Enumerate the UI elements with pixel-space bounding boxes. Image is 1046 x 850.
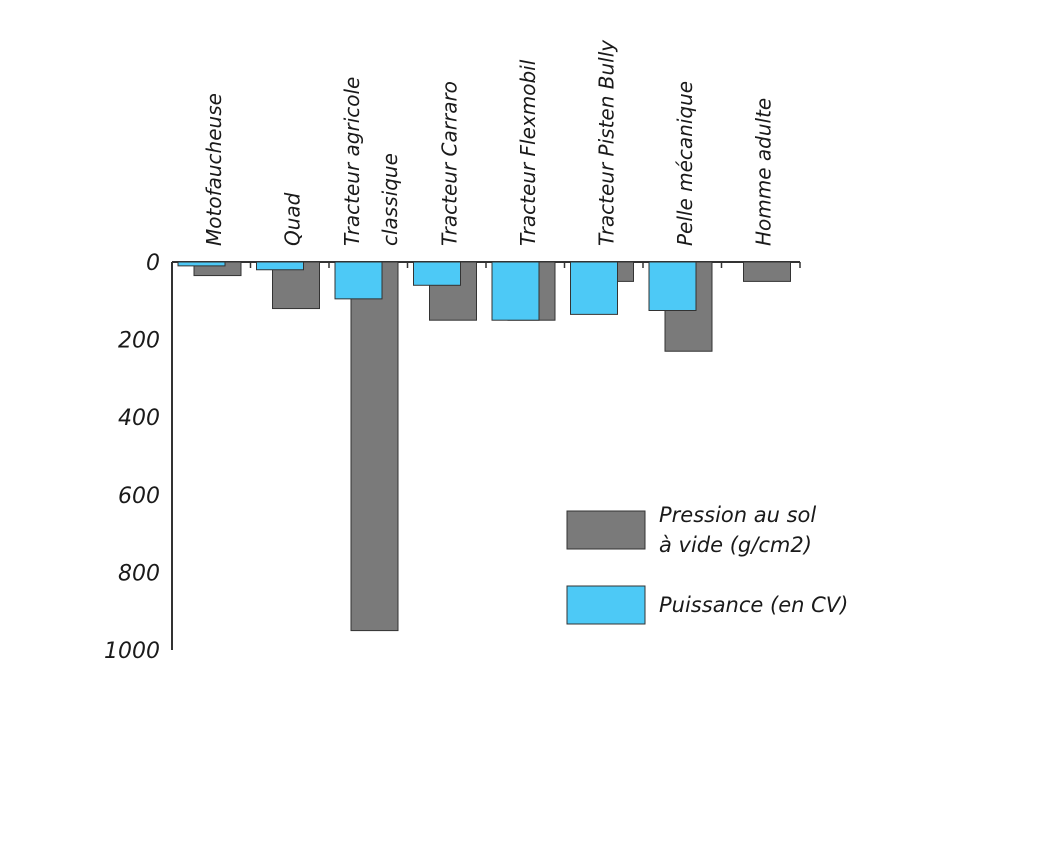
bar-pression — [350, 261, 399, 632]
bar-puissance — [413, 261, 461, 286]
category-labels: Motofaucheuse Quad Tracteur agricole classi… — [202, 39, 776, 246]
category-label-line: Motofaucheuse — [202, 93, 226, 246]
category-label-line: Tracteur Flexmobil — [516, 59, 540, 246]
category-label-line: Homme adulte — [752, 98, 776, 246]
category-label: Homme adulte — [752, 98, 776, 246]
category-label: Quad — [281, 192, 305, 246]
legend-swatch — [566, 510, 646, 550]
bar-puissance — [648, 261, 697, 311]
bars — [177, 261, 791, 632]
category-label-line: Pelle mécanique — [673, 81, 697, 246]
legend: Pression au sol à vide (g/cm2) Puissance (… — [566, 503, 848, 625]
y-tick-label: 1000 — [104, 639, 160, 664]
y-tick-label: 0 — [146, 251, 160, 276]
bar-puissance — [334, 261, 383, 300]
y-axis: 0 200 400 600 800 1000 — [104, 251, 173, 664]
legend-swatch — [566, 585, 646, 625]
category-label: Tracteur Flexmobil — [516, 59, 540, 246]
bar-puissance — [570, 261, 618, 315]
y-tick-label: 600 — [118, 484, 160, 509]
y-tick-label: 400 — [118, 406, 160, 431]
category-label: Motofaucheuse — [202, 93, 226, 246]
bar-puissance — [491, 261, 540, 321]
category-label-line: Tracteur Pisten Bully — [595, 39, 619, 246]
bar-puissance — [177, 261, 226, 267]
bar-puissance — [256, 261, 304, 271]
y-tick-label: 200 — [118, 329, 160, 354]
category-label: Tracteur agricole classique — [340, 77, 402, 246]
legend-label: Pression au sol — [659, 503, 816, 527]
category-label-line: classique — [378, 153, 402, 246]
bar-pression — [743, 261, 791, 282]
category-label-line: Tracteur agricole — [340, 77, 364, 246]
category-label: Tracteur Pisten Bully — [595, 39, 619, 246]
category-label: Tracteur Carraro — [438, 81, 462, 246]
category-label-line: Tracteur Carraro — [438, 81, 462, 246]
legend-label: Puissance (en CV) — [659, 593, 848, 617]
category-label-line: Quad — [281, 192, 305, 246]
category-label: Pelle mécanique — [673, 81, 697, 246]
y-tick-label: 800 — [118, 561, 160, 586]
legend-label: à vide (g/cm2) — [659, 533, 812, 557]
